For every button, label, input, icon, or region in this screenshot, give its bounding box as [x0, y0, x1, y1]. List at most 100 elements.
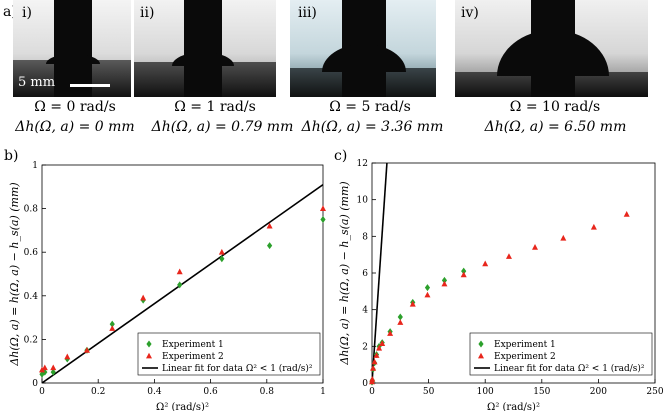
photo-tag: iii) [298, 5, 317, 21]
legend-box [469, 332, 653, 376]
exp1-point [267, 242, 273, 250]
y-tick-label: 12 [357, 159, 368, 169]
exp2-point [623, 211, 630, 217]
legend-exp2-label: Experiment 2 [162, 352, 224, 362]
exp2-point [109, 325, 116, 331]
cylinder [54, 0, 92, 97]
exp2-point [379, 340, 386, 346]
y-axis-label: Δh(Ω, a) = h(Ω, a) − h_s(a) (mm) [8, 182, 21, 366]
legend-fit-label: Linear fit for data Ω² < 1 (rad/s)² [494, 363, 645, 374]
x-axis-label: Ω² (rad/s)² [156, 402, 209, 411]
legend-exp1-label: Experiment 1 [494, 340, 556, 350]
caption-omega-i: Ω = 0 rad/s [34, 99, 116, 115]
x-axis-label: Ω² (rad/s)² [487, 402, 540, 411]
x-tick-label: 50 [423, 387, 435, 397]
exp2-point [590, 223, 597, 230]
caption-dh-iv: Δh(Ω, a) = 6.50 mm [484, 119, 627, 135]
photo-iv: iv) [455, 0, 648, 97]
x-tick-label: 0 [39, 387, 45, 397]
x-tick-label: 150 [533, 387, 550, 397]
y-tick-label: 8 [362, 232, 368, 242]
exp2-point [370, 365, 377, 371]
exp2-point [482, 260, 489, 267]
exp2-point [560, 234, 567, 241]
photo-ii: ii) [134, 0, 276, 97]
exp2-point [441, 280, 448, 287]
exp1-point [424, 284, 431, 292]
legend-exp1-marker [478, 340, 484, 348]
exp2-point [397, 319, 404, 325]
y-tick-label: 1 [32, 161, 38, 171]
legend-exp2-label: Experiment 2 [494, 352, 556, 362]
exp2-point [140, 294, 147, 301]
exp2-point [266, 222, 273, 229]
y-tick-label: 10 [357, 196, 369, 206]
exp2-point [460, 271, 467, 278]
exp2-point [39, 366, 45, 373]
exp2-point [387, 330, 394, 336]
chart-b: b) 0 0.2 0.4 0.6 0.8 1 0 0.2 0.4 0.6 0.8 1 Ω² (rad/s)… [4, 148, 326, 411]
x-tick-label: 100 [477, 387, 494, 397]
caption-omega-iv: Ω = 10 rad/s [509, 99, 601, 115]
meniscus [322, 44, 406, 72]
exp2-point [424, 291, 431, 298]
exp2-point [369, 376, 376, 382]
photo-tag: i) [22, 5, 32, 21]
exp2-point [83, 347, 90, 353]
cylinder [184, 0, 222, 97]
y-tick-label: 6 [362, 269, 368, 279]
meniscus [172, 52, 234, 66]
exp2-point [176, 268, 183, 275]
x-tick-label: 0.8 [260, 387, 275, 397]
x-tick-label: 200 [590, 387, 607, 397]
legend-exp2-marker [478, 352, 484, 359]
exp1-point [441, 276, 448, 284]
y-tick-label: 0 [362, 379, 368, 389]
y-tick-label: 0.8 [24, 205, 39, 215]
exp2-point [218, 248, 225, 255]
meniscus [497, 30, 609, 76]
caption-omega-ii: Ω = 1 rad/s [174, 99, 256, 115]
exp1-point [177, 281, 183, 289]
caption-omega-iii: Ω = 5 rad/s [329, 99, 411, 115]
x-tick-label: 0.4 [147, 387, 162, 397]
legend-exp1-label: Experiment 1 [162, 340, 224, 350]
x-tick-label: 1 [320, 387, 326, 397]
legend-box [137, 332, 321, 376]
y-tick-label: 4 [362, 306, 368, 316]
exp2-point [505, 253, 512, 259]
exp2-point [373, 352, 380, 358]
photo-i: i) 5 mm [13, 0, 131, 97]
y-axis-label: Δh(Ω, a) = h(Ω, a) − h_s(a) (mm) [338, 181, 351, 365]
photo-iii: iii) [290, 0, 436, 97]
exp2-point [371, 358, 378, 365]
y-tick-label: 0.4 [24, 292, 39, 302]
exp2-point [41, 364, 48, 371]
exp1-point [320, 216, 326, 223]
exp1-point [109, 320, 115, 328]
chart-c: c) 0 50 100 150 200 250 0 2 4 6 8 10 12 Ω² (rad/s)² Δh(… [334, 148, 664, 411]
exp2-point [320, 205, 326, 211]
exp1-point [50, 368, 56, 376]
legend-fit-label: Linear fit for data Ω² < 1 (rad/s)² [162, 363, 313, 374]
panel-label: c) [334, 148, 347, 164]
scale-bar [70, 84, 110, 87]
caption-dh-i: Δh(Ω, a) = 0 mm [15, 119, 135, 135]
photo-tag: iv) [461, 5, 479, 21]
y-tick-label: 0.2 [24, 335, 38, 345]
x-tick-label: 0.6 [203, 387, 218, 397]
x-tick-label: 250 [646, 387, 663, 397]
scale-bar-label: 5 mm [18, 75, 56, 90]
x-tick-label: 0 [369, 387, 375, 397]
exp2-point [376, 344, 383, 351]
legend-exp2-marker [146, 352, 152, 359]
photo-tag: ii) [140, 5, 155, 21]
y-tick-label: 0.6 [24, 248, 39, 258]
exp2-point [64, 353, 71, 360]
panel-label: b) [4, 148, 18, 164]
y-tick-label: 0 [32, 379, 38, 389]
meniscus [46, 54, 100, 64]
legend-exp1-marker [146, 340, 152, 348]
caption-dh-ii: Δh(Ω, a) = 0.79 mm [151, 119, 294, 135]
exp2-point [50, 364, 57, 371]
